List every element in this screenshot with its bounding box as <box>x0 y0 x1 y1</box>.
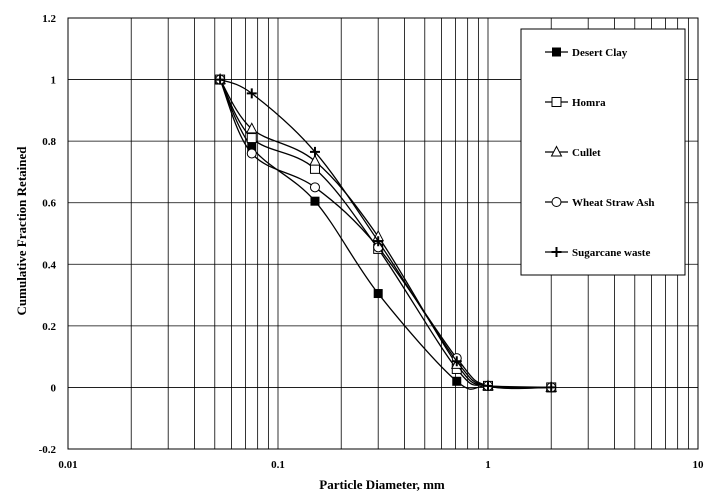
filled-square-marker <box>452 376 462 386</box>
legend-item-sugarcane-waste: Sugarcane waste <box>545 247 650 259</box>
open-triangle-marker <box>550 145 563 157</box>
x-tick-label: 0.01 <box>58 459 77 471</box>
legend: Desert Clay Homra Cullet Wheat Straw Ash Sug… <box>520 28 686 276</box>
y-tick-label: 0.6 <box>42 198 56 210</box>
plus-marker <box>451 356 462 367</box>
plus-marker <box>546 382 557 393</box>
open-square-marker <box>309 163 320 174</box>
legend-label: Cullet <box>572 147 601 159</box>
plot-frame <box>67 17 699 450</box>
plus-marker <box>551 247 562 257</box>
legend-label: Sugarcane waste <box>572 247 650 259</box>
y-axis-title: Cumulative Fraction Retained <box>14 146 29 316</box>
legend-item-cullet: Cullet <box>545 145 601 159</box>
open-triangle-marker <box>309 154 321 166</box>
open-circle-marker <box>309 182 320 193</box>
open-circle-marker <box>246 148 257 159</box>
plus-marker <box>373 236 384 247</box>
y-tick-label: 0.8 <box>42 136 56 148</box>
filled-square-marker <box>310 196 320 206</box>
plus-marker <box>246 88 257 99</box>
open-circle-marker <box>551 197 562 207</box>
plus-marker <box>309 146 320 157</box>
x-tick-labels: 0.01 0.1 1 10 <box>58 459 704 471</box>
series-sugarcane-waste <box>215 74 557 393</box>
x-tick-label: 10 <box>693 459 705 471</box>
y-tick-label: 1.2 <box>42 13 56 25</box>
x-tick-label: 0.1 <box>271 459 285 471</box>
open-triangle-marker <box>245 122 258 134</box>
y-tick-labels: -0.2 0 0.2 0.4 0.6 0.8 1 1.2 <box>39 13 57 456</box>
legend-label: Homra <box>572 97 606 109</box>
y-tick-label: 0.2 <box>42 321 56 333</box>
plus-marker <box>215 74 226 85</box>
y-tick-label: -0.2 <box>39 444 57 456</box>
y-tick-label: 0.4 <box>42 259 56 271</box>
legend-item-homra: Homra <box>545 97 606 109</box>
legend-label: Desert Clay <box>572 47 628 59</box>
legend-item-wheat-straw-ash: Wheat Straw Ash <box>545 197 655 209</box>
y-tick-label: 1 <box>51 75 57 87</box>
x-axis-title: Particle Diameter, mm <box>319 477 445 491</box>
filled-square-marker <box>373 289 383 299</box>
filled-square-marker <box>552 47 561 57</box>
legend-label: Wheat Straw Ash <box>572 197 655 209</box>
legend-item-desert-clay: Desert Clay <box>545 47 628 59</box>
data-series <box>214 72 558 393</box>
plus-marker <box>483 380 493 391</box>
y-tick-label: 0 <box>51 382 57 394</box>
open-square-marker <box>551 97 562 107</box>
x-tick-label: 1 <box>485 459 491 471</box>
open-square-marker <box>246 133 257 144</box>
filled-square-marker <box>247 142 257 152</box>
